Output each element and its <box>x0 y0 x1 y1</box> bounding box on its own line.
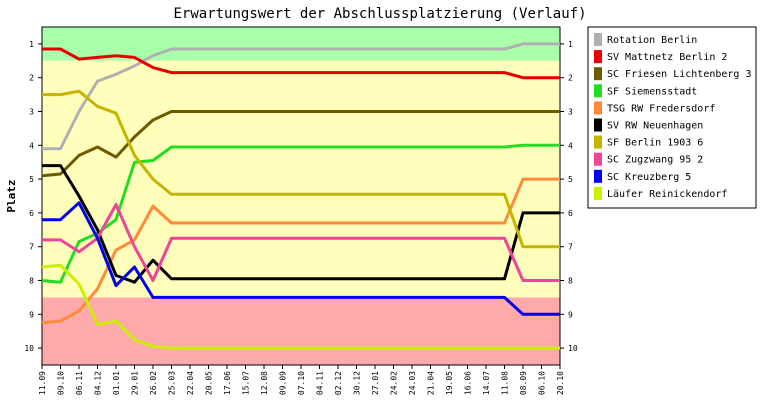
legend-swatch <box>594 67 602 81</box>
y-tick-label-right: 4 <box>568 141 573 150</box>
zone-band-2 <box>42 60 560 298</box>
x-tick-label: 09.09 <box>279 371 288 395</box>
y-tick-label-left: 10 <box>24 344 34 353</box>
series-line-10 <box>41 263 560 350</box>
legend-box <box>587 26 757 209</box>
y-tick-label-right: 2 <box>568 74 573 83</box>
y-tick-label-right: 5 <box>568 175 573 184</box>
series-line-8 <box>42 203 560 282</box>
y-axis-right: 1 2 3 4 5 6 7 8 9 10 <box>560 40 578 353</box>
legend-entry: Läufer Reinickendorf <box>607 189 727 200</box>
legend-swatch <box>594 169 602 183</box>
x-tick-label: 20.10 <box>556 371 565 395</box>
x-tick-label: 27.01 <box>371 371 380 395</box>
y-tick-label-right: 10 <box>568 344 578 353</box>
legend-swatch <box>594 50 602 64</box>
legend-swatch <box>594 33 602 46</box>
series-line-1 <box>42 42 560 151</box>
series-line-5 <box>41 177 560 325</box>
x-tick-label: 30.12 <box>353 371 362 395</box>
x-tick-label: 24.03 <box>408 371 417 395</box>
legend-entry: Rotation Berlin <box>607 35 697 46</box>
y-tick-label-right: 7 <box>568 243 573 252</box>
x-tick-label: 09.10 <box>57 371 66 395</box>
x-tick-label: 15.07 <box>242 371 251 395</box>
y-tick-label-left: 7 <box>29 243 34 252</box>
chart-title: Erwartungswert der Abschlussplatzierung … <box>173 6 586 22</box>
series-line-7 <box>42 89 560 249</box>
series-line-6 <box>42 164 560 284</box>
plot-zones <box>42 27 560 365</box>
legend-entry: SF Siemensstadt <box>607 86 697 97</box>
x-tick-label: 16.06 <box>464 371 473 395</box>
y-tick-label-left: 3 <box>29 108 34 117</box>
zone-band-3 <box>42 297 560 365</box>
x-tick-label: 04.11 <box>316 371 325 395</box>
legend-entry: SC Kreuzberg 5 <box>607 172 691 183</box>
x-tick-label: 01.01 <box>112 371 121 395</box>
y-axis-left: 1 2 3 4 5 6 7 8 9 10 <box>24 40 42 353</box>
x-tick-label: 04.12 <box>94 371 103 395</box>
x-tick-label: 11.09 <box>38 371 47 395</box>
legend-swatch <box>594 186 602 200</box>
x-tick-label: 20.05 <box>205 371 214 395</box>
x-tick-label: 11.08 <box>501 371 510 395</box>
legend-swatch <box>594 118 602 132</box>
legend-entry: SC Zugzwang 95 2 <box>607 155 703 166</box>
legend-swatch <box>594 152 602 166</box>
y-tick-label-left: 5 <box>29 175 34 184</box>
x-tick-label: 14.07 <box>482 371 491 395</box>
x-tick-label: 19.05 <box>445 371 454 395</box>
y-tick-label-right: 9 <box>568 310 573 319</box>
x-tick-label: 06.11 <box>75 371 84 395</box>
legend-swatch <box>594 84 602 98</box>
x-tick-label: 08.09 <box>519 371 528 395</box>
x-axis: 11.09 09.10 06.11 04.12 01.01 29.01 26.02 25.03… <box>38 365 565 395</box>
x-tick-label: 22.04 <box>186 371 195 395</box>
x-tick-label: 17.06 <box>223 371 232 395</box>
legend-entry: SC Friesen Lichtenberg 3 <box>607 69 752 80</box>
legend-entry: SF Berlin 1903 6 <box>607 138 703 149</box>
y-tick-label-left: 6 <box>29 209 34 218</box>
x-tick-label: 24.02 <box>390 371 399 395</box>
y-tick-label-left: 2 <box>29 74 34 83</box>
legend-entry: SV Mattnetz Berlin 2 <box>607 52 727 63</box>
y-tick-label-right: 8 <box>568 277 573 286</box>
x-tick-label: 29.01 <box>131 371 140 395</box>
legend-swatch <box>594 135 602 149</box>
series-lines <box>41 42 560 350</box>
x-tick-label: 12.08 <box>260 371 269 395</box>
x-tick-label: 02.12 <box>334 371 343 395</box>
y-tick-label-right: 3 <box>568 108 573 117</box>
legend-entry: SV RW Neuenhagen <box>607 121 703 132</box>
legend-entry: TSG RW Fredersdorf <box>607 103 715 114</box>
y-tick-label-right: 1 <box>568 40 573 49</box>
x-tick-label: 26.02 <box>149 371 158 395</box>
y-axis-label: Platz <box>5 179 18 212</box>
y-tick-label-left: 9 <box>29 310 34 319</box>
series-line-9 <box>42 201 560 316</box>
y-tick-label-left: 1 <box>29 40 34 49</box>
legend: Rotation Berlin SV Mattnetz Berlin 2 SC Fr… <box>587 26 757 209</box>
x-tick-label: 25.03 <box>168 371 177 395</box>
legend-swatch <box>594 101 602 115</box>
y-tick-label-left: 4 <box>29 141 34 150</box>
x-tick-label: 21.04 <box>427 371 436 395</box>
x-tick-label: 06.10 <box>538 371 547 395</box>
series-line-4 <box>41 143 560 284</box>
zone-band-1 <box>42 27 560 61</box>
y-tick-label-left: 8 <box>29 277 34 286</box>
y-tick-label-right: 6 <box>568 209 573 218</box>
x-tick-label: 07.10 <box>297 371 306 395</box>
series-line-2 <box>42 47 560 80</box>
